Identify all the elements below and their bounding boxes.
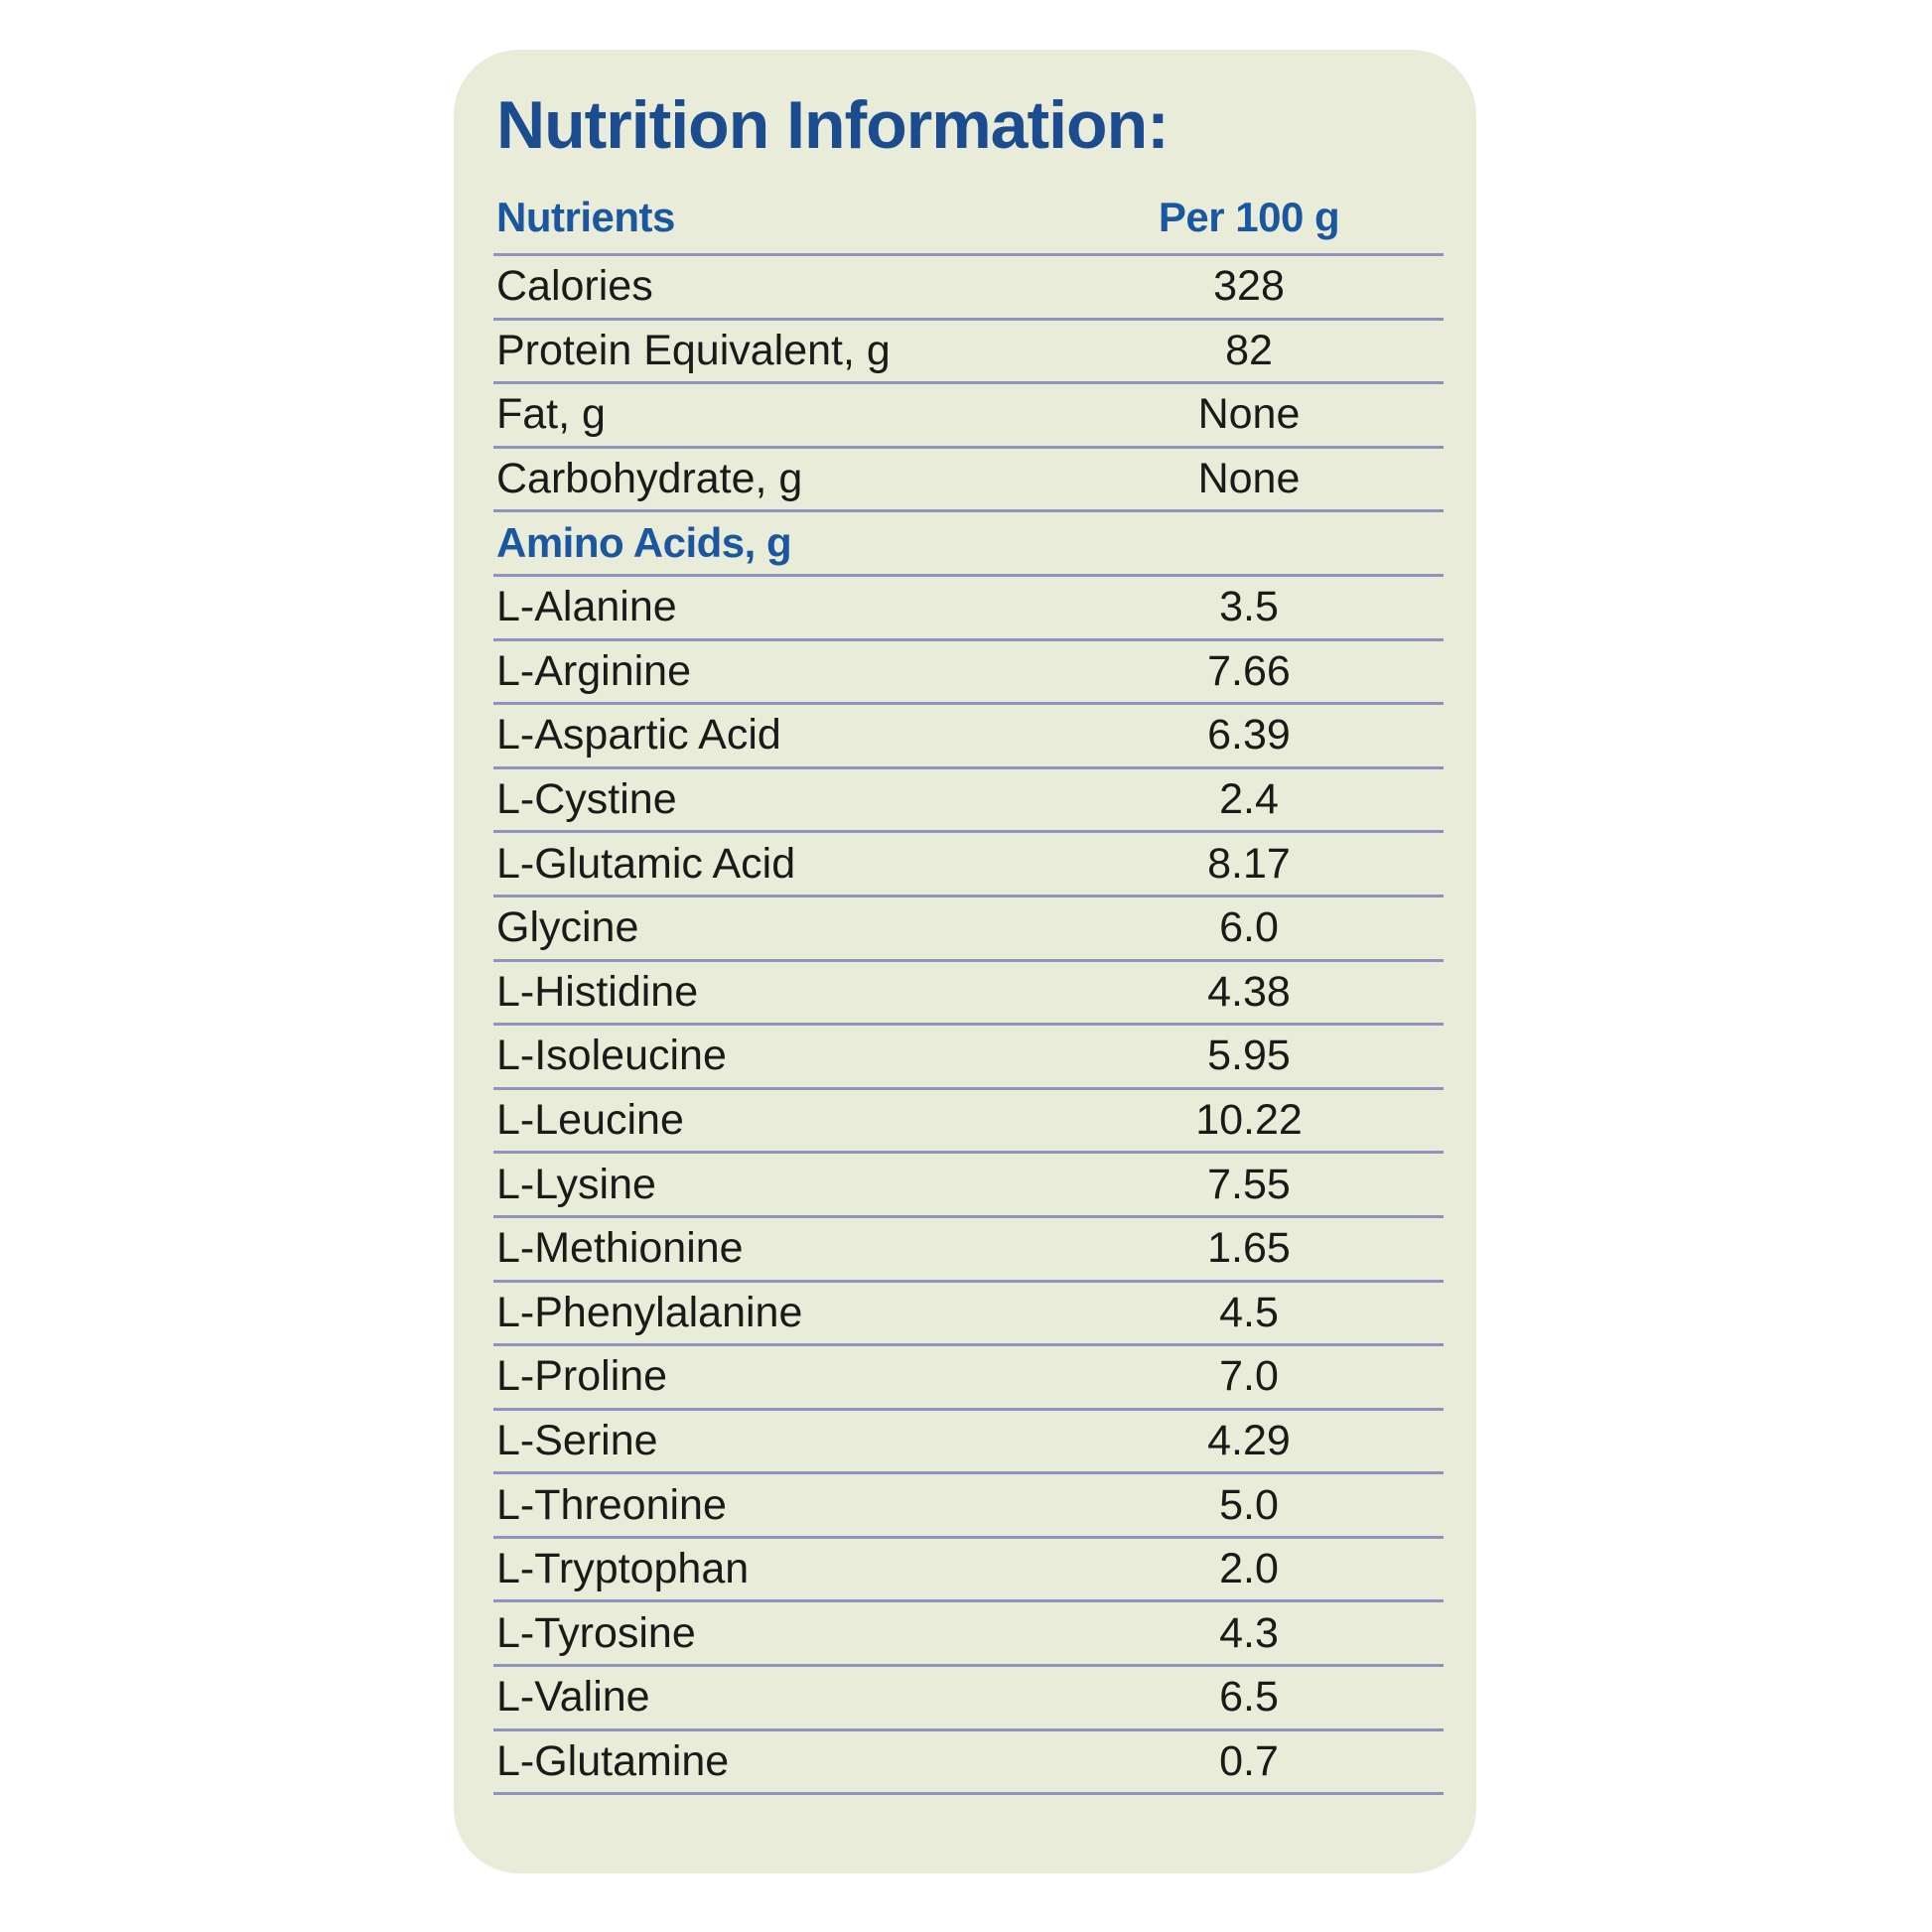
nutrition-table: Nutrients Per 100 g Calories 328 Protein… — [493, 163, 1444, 1796]
nutrient-value: 2.0 — [1219, 1545, 1279, 1593]
nutrient-row: Calories 328 — [493, 256, 1444, 321]
nutrient-value: 10.22 — [1195, 1096, 1303, 1145]
amino-acid-row: Glycine 6.0 — [493, 897, 1444, 962]
nutrient-label: L-Lysine — [496, 1160, 656, 1208]
nutrient-label: L-Glutamic Acid — [496, 839, 796, 888]
amino-acid-row: L-Arginine 7.66 — [493, 641, 1444, 706]
amino-acid-row: L-Histidine 4.38 — [493, 962, 1444, 1027]
nutrient-value: 4.5 — [1219, 1288, 1279, 1336]
nutrient-value: 6.0 — [1219, 903, 1279, 952]
nutrient-label: L-Isoleucine — [496, 1032, 727, 1080]
nutrient-value: None — [1197, 390, 1301, 439]
amino-acid-row: L-Leucine 10.22 — [493, 1090, 1444, 1155]
nutrient-value: 4.38 — [1207, 967, 1291, 1016]
amino-acid-row: L-Phenylalanine 4.5 — [493, 1283, 1444, 1347]
nutrient-value: 4.3 — [1219, 1608, 1279, 1657]
nutrient-label: L-Valine — [496, 1673, 650, 1722]
amino-acid-row: L-Glutamine 0.7 — [493, 1731, 1444, 1796]
section-row-amino-acids: Amino Acids, g — [493, 512, 1444, 577]
nutrient-value: 7.55 — [1207, 1160, 1291, 1208]
nutrient-value: 7.66 — [1207, 646, 1291, 695]
amino-acid-row: L-Threonine 5.0 — [493, 1474, 1444, 1539]
nutrient-value: 3.5 — [1219, 583, 1279, 631]
nutrient-label: L-Phenylalanine — [496, 1288, 803, 1336]
nutrient-label: Glycine — [496, 903, 639, 952]
nutrient-label: L-Tyrosine — [496, 1608, 696, 1657]
nutrient-value: 1.65 — [1207, 1224, 1291, 1273]
table-header-row: Nutrients Per 100 g — [493, 163, 1444, 256]
amino-acid-row: L-Isoleucine 5.95 — [493, 1026, 1444, 1090]
nutrient-label: L-Cystine — [496, 775, 677, 824]
nutrient-row: Carbohydrate, g None — [493, 449, 1444, 513]
amino-acid-row: L-Serine 4.29 — [493, 1411, 1444, 1475]
nutrient-label: Carbohydrate, g — [496, 455, 803, 503]
nutrient-label: L-Threonine — [496, 1480, 727, 1529]
amino-acid-row: L-Tryptophan 2.0 — [493, 1539, 1444, 1603]
nutrient-label: L-Leucine — [496, 1096, 684, 1145]
amino-acid-row: L-Aspartic Acid 6.39 — [493, 705, 1444, 769]
nutrient-row: Fat, g None — [493, 384, 1444, 449]
section-label: Amino Acids, g — [496, 519, 792, 567]
nutrient-label: L-Histidine — [496, 967, 699, 1016]
amino-acid-row: L-Tyrosine 4.3 — [493, 1602, 1444, 1668]
nutrient-row: Protein Equivalent, g 82 — [493, 321, 1444, 385]
nutrient-label: Calories — [496, 262, 653, 311]
panel-title: Nutrition Information: — [496, 87, 1170, 163]
nutrient-value: 4.29 — [1207, 1416, 1291, 1464]
nutrition-panel: Nutrition Information: Nutrients Per 100… — [454, 50, 1476, 1873]
amino-acid-row: L-Alanine 3.5 — [493, 577, 1444, 641]
nutrient-label: L-Aspartic Acid — [496, 711, 781, 759]
amino-acid-row: L-Lysine 7.55 — [493, 1154, 1444, 1218]
nutrient-value: 5.0 — [1219, 1480, 1279, 1529]
column-header-nutrients: Nutrients — [496, 194, 675, 240]
nutrient-value: 5.95 — [1207, 1032, 1291, 1080]
nutrient-label: L-Serine — [496, 1416, 658, 1464]
amino-acid-row: L-Proline 7.0 — [493, 1346, 1444, 1411]
nutrient-value: 8.17 — [1207, 839, 1291, 888]
amino-acid-row: L-Cystine 2.4 — [493, 769, 1444, 834]
nutrient-value: 0.7 — [1219, 1736, 1279, 1785]
nutrient-label: L-Glutamine — [496, 1736, 730, 1785]
amino-acid-row: L-Methionine 1.65 — [493, 1218, 1444, 1283]
nutrient-label: L-Tryptophan — [496, 1545, 750, 1593]
nutrient-label: Fat, g — [496, 390, 606, 439]
amino-acid-row: L-Glutamic Acid 8.17 — [493, 833, 1444, 897]
nutrient-value: 328 — [1213, 262, 1285, 311]
nutrient-value: 2.4 — [1219, 775, 1279, 824]
nutrient-label: Protein Equivalent, g — [496, 326, 891, 374]
nutrient-value: 7.0 — [1219, 1352, 1279, 1401]
nutrient-value: 82 — [1225, 326, 1273, 374]
column-header-per-100g: Per 100 g — [1158, 194, 1340, 240]
nutrient-label: L-Methionine — [496, 1224, 744, 1273]
amino-acid-row: L-Valine 6.5 — [493, 1667, 1444, 1731]
nutrient-value: 6.5 — [1219, 1673, 1279, 1722]
nutrient-value: 6.39 — [1207, 711, 1291, 759]
nutrient-label: L-Alanine — [496, 583, 677, 631]
nutrient-label: L-Arginine — [496, 646, 691, 695]
nutrient-value: None — [1197, 455, 1301, 503]
nutrient-label: L-Proline — [496, 1352, 668, 1401]
